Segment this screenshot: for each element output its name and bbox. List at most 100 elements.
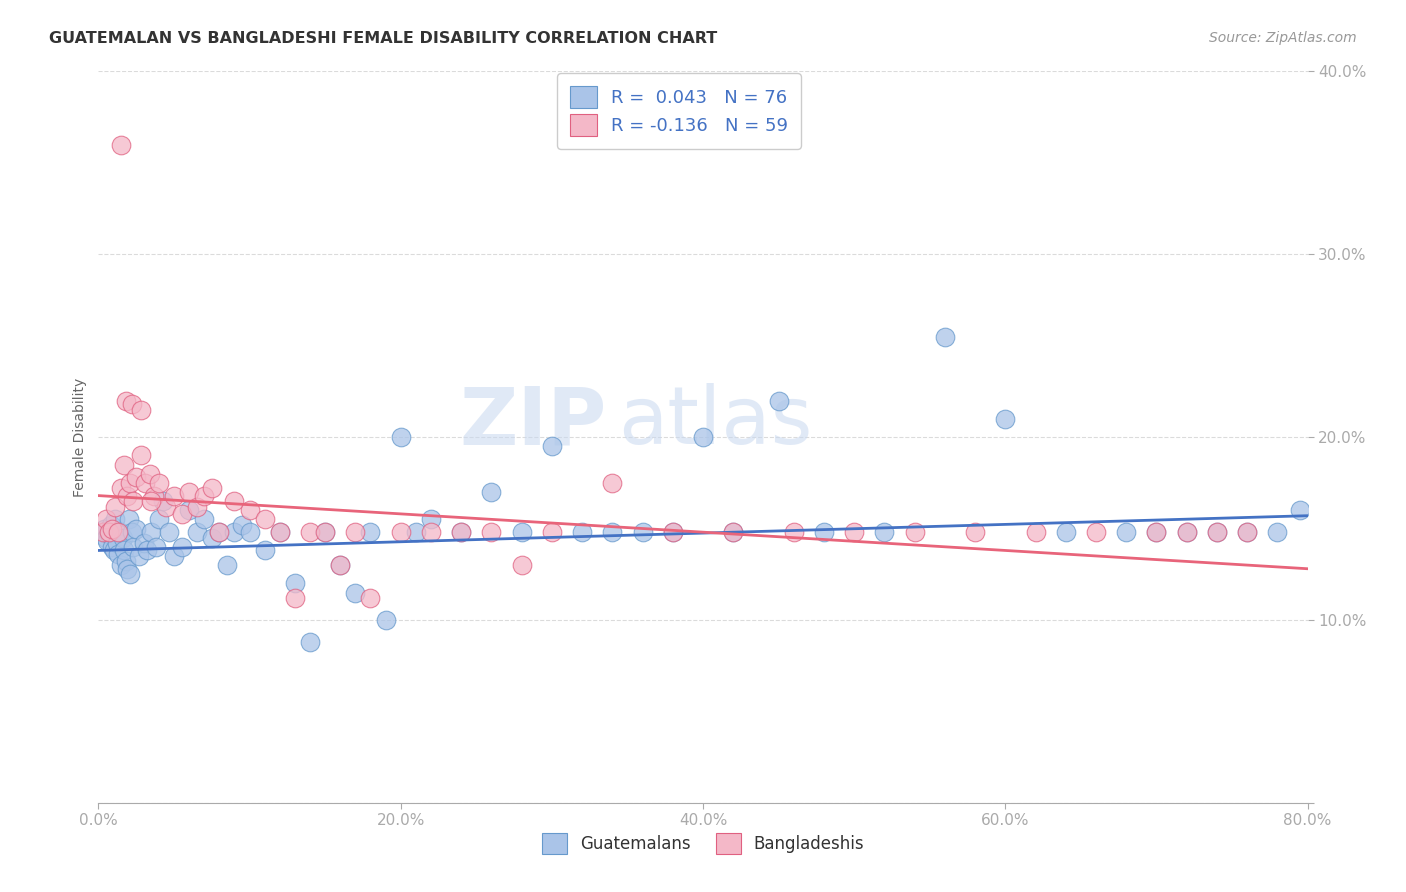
Point bbox=[1236, 525, 1258, 540]
Point bbox=[510, 525, 533, 540]
Point bbox=[284, 591, 307, 605]
Y-axis label: Female Disability: Female Disability bbox=[73, 377, 87, 497]
Point bbox=[193, 512, 215, 526]
Point bbox=[1206, 525, 1229, 540]
Point bbox=[201, 531, 224, 545]
Point bbox=[118, 512, 141, 526]
Point bbox=[314, 525, 336, 540]
Point bbox=[143, 489, 166, 503]
Text: GUATEMALAN VS BANGLADESHI FEMALE DISABILITY CORRELATION CHART: GUATEMALAN VS BANGLADESHI FEMALE DISABIL… bbox=[49, 31, 717, 46]
Point bbox=[114, 554, 136, 568]
Text: atlas: atlas bbox=[619, 384, 813, 461]
Point bbox=[1236, 525, 1258, 540]
Text: Source: ZipAtlas.com: Source: ZipAtlas.com bbox=[1209, 31, 1357, 45]
Point bbox=[360, 591, 382, 605]
Point bbox=[1175, 525, 1198, 540]
Point bbox=[96, 534, 118, 549]
Point bbox=[1289, 503, 1312, 517]
Point bbox=[179, 485, 201, 500]
Point bbox=[111, 531, 134, 545]
Point bbox=[114, 393, 136, 408]
Point bbox=[768, 393, 790, 408]
Point bbox=[904, 525, 927, 540]
Point bbox=[100, 517, 122, 532]
Point bbox=[1144, 525, 1167, 540]
Point bbox=[122, 540, 145, 554]
Point bbox=[155, 500, 177, 514]
Point bbox=[360, 525, 382, 540]
Point bbox=[125, 470, 148, 484]
Point bbox=[186, 500, 208, 514]
Point bbox=[540, 525, 562, 540]
Point bbox=[134, 475, 156, 490]
Point bbox=[1024, 525, 1046, 540]
Point bbox=[723, 525, 745, 540]
Point bbox=[844, 525, 866, 540]
Point bbox=[110, 137, 132, 152]
Point bbox=[104, 512, 127, 526]
Point bbox=[170, 507, 193, 521]
Point bbox=[450, 525, 472, 540]
Point bbox=[602, 475, 624, 490]
Point bbox=[152, 494, 174, 508]
Point bbox=[112, 543, 135, 558]
Point bbox=[193, 489, 215, 503]
Point bbox=[105, 536, 128, 550]
Text: ZIP: ZIP bbox=[458, 384, 606, 461]
Point bbox=[108, 525, 131, 540]
Point bbox=[125, 521, 148, 535]
Point bbox=[420, 525, 443, 540]
Point bbox=[1054, 525, 1077, 540]
Point bbox=[420, 512, 443, 526]
Point bbox=[1115, 525, 1137, 540]
Point bbox=[128, 549, 150, 563]
Point bbox=[115, 562, 138, 576]
Point bbox=[692, 430, 714, 444]
Point bbox=[224, 494, 246, 508]
Point bbox=[215, 558, 238, 573]
Point bbox=[121, 397, 143, 411]
Point bbox=[201, 481, 224, 495]
Point bbox=[510, 558, 533, 573]
Point bbox=[132, 536, 155, 550]
Point bbox=[374, 613, 396, 627]
Point bbox=[405, 525, 427, 540]
Point bbox=[269, 525, 291, 540]
Point bbox=[231, 517, 253, 532]
Point bbox=[107, 547, 129, 561]
Point bbox=[571, 525, 593, 540]
Point bbox=[1085, 525, 1108, 540]
Point bbox=[783, 525, 806, 540]
Point bbox=[135, 543, 157, 558]
Point bbox=[121, 525, 143, 540]
Point bbox=[163, 489, 186, 503]
Point bbox=[1206, 525, 1229, 540]
Point bbox=[159, 525, 181, 540]
Point bbox=[329, 558, 352, 573]
Point bbox=[110, 481, 132, 495]
Point bbox=[540, 439, 562, 453]
Point bbox=[170, 540, 193, 554]
Point bbox=[661, 525, 683, 540]
Point bbox=[389, 525, 412, 540]
Point bbox=[141, 525, 163, 540]
Point bbox=[98, 527, 121, 541]
Point bbox=[112, 458, 135, 472]
Point bbox=[269, 525, 291, 540]
Point bbox=[186, 525, 208, 540]
Point bbox=[344, 585, 367, 599]
Point bbox=[631, 525, 654, 540]
Point bbox=[602, 525, 624, 540]
Point bbox=[103, 543, 125, 558]
Point bbox=[873, 525, 896, 540]
Point bbox=[107, 525, 129, 540]
Point bbox=[179, 503, 201, 517]
Point bbox=[148, 475, 170, 490]
Legend: Guatemalans, Bangladeshis: Guatemalans, Bangladeshis bbox=[534, 827, 872, 860]
Point bbox=[120, 567, 142, 582]
Point bbox=[101, 521, 124, 535]
Point bbox=[965, 525, 987, 540]
Point bbox=[101, 540, 124, 554]
Point bbox=[994, 412, 1017, 426]
Point bbox=[1175, 525, 1198, 540]
